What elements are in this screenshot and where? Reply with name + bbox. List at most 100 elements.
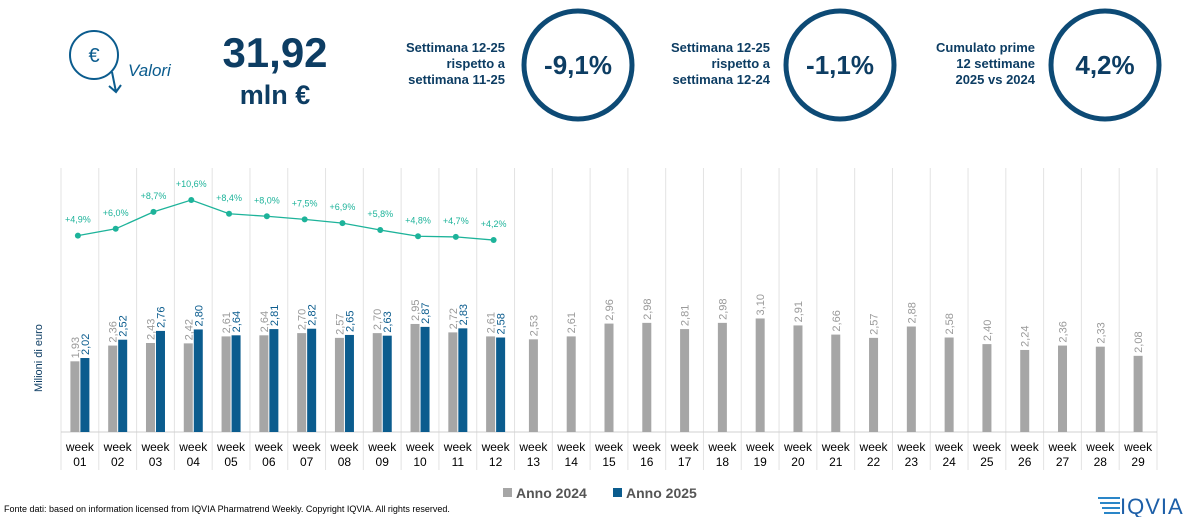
value-label: 2,88 bbox=[906, 302, 918, 323]
legend-swatch bbox=[503, 488, 512, 497]
bar bbox=[458, 328, 468, 432]
value-label: 2,02 bbox=[80, 334, 92, 355]
bar bbox=[1133, 355, 1143, 432]
bar bbox=[269, 329, 279, 432]
bar bbox=[70, 361, 80, 432]
value-label: 2,63 bbox=[382, 311, 394, 332]
value-label: 2,08 bbox=[1133, 331, 1145, 352]
bar bbox=[221, 336, 231, 432]
kpi-value: -1,1% bbox=[806, 50, 874, 80]
growth-point bbox=[452, 233, 459, 240]
x-tick-label: week 25 bbox=[972, 440, 1001, 469]
value-label: 2,95 bbox=[410, 300, 422, 321]
growth-point bbox=[74, 232, 81, 239]
total-value: 31,92 bbox=[222, 29, 327, 76]
y-axis-label: Milioni di euro bbox=[33, 324, 45, 392]
growth-label: +8,4% bbox=[216, 193, 242, 203]
kpi-label: Cumulato prime 12 settimane 2025 vs 2024 bbox=[936, 40, 1035, 87]
x-tick-label: week 15 bbox=[594, 440, 623, 469]
value-label: 2,33 bbox=[1095, 322, 1107, 343]
value-label: 2,70 bbox=[372, 309, 384, 330]
x-tick-label: week 13 bbox=[519, 440, 548, 469]
bar bbox=[307, 328, 317, 432]
value-label: 2,61 bbox=[221, 312, 233, 333]
value-label: 2,98 bbox=[717, 298, 729, 319]
bar bbox=[420, 326, 430, 432]
x-tick-label: week 06 bbox=[254, 440, 283, 469]
x-tick-label: week 12 bbox=[481, 440, 510, 469]
value-label: 2,96 bbox=[604, 299, 616, 320]
growth-label: +5,8% bbox=[367, 209, 393, 219]
bar bbox=[1058, 345, 1068, 432]
kpi-label: Settimana 12-25 rispetto a settimana 12-… bbox=[671, 40, 770, 87]
bar bbox=[448, 332, 458, 432]
value-label: 2,80 bbox=[193, 305, 205, 326]
value-label: 2,57 bbox=[869, 313, 881, 334]
x-tick-label: week 07 bbox=[292, 440, 321, 469]
growth-label: +7,5% bbox=[292, 198, 318, 208]
bar bbox=[944, 337, 954, 432]
value-label: 2,65 bbox=[344, 311, 356, 332]
x-tick-label: week 16 bbox=[632, 440, 661, 469]
value-label: 2,81 bbox=[680, 305, 692, 326]
value-label: 2,43 bbox=[145, 319, 157, 340]
x-tick-label: week 18 bbox=[708, 440, 737, 469]
bar bbox=[259, 335, 269, 432]
bar bbox=[496, 337, 506, 432]
bar bbox=[486, 336, 496, 432]
x-tick-label: week 10 bbox=[406, 440, 435, 469]
growth-point bbox=[188, 197, 195, 204]
value-label: 2,76 bbox=[155, 306, 167, 327]
bar bbox=[193, 329, 203, 432]
kpi-circle bbox=[1048, 8, 1162, 122]
growth-label: +6,0% bbox=[103, 208, 129, 218]
x-tick-label: week 01 bbox=[65, 440, 94, 469]
growth-point bbox=[150, 208, 157, 215]
value-label: 2,57 bbox=[334, 313, 346, 334]
growth-point bbox=[301, 216, 308, 223]
growth-line bbox=[77, 199, 494, 241]
x-tick-label: week 21 bbox=[821, 440, 850, 469]
value-label: 2,58 bbox=[944, 313, 956, 334]
bar bbox=[410, 323, 420, 432]
bar bbox=[297, 333, 307, 432]
icon-circle bbox=[69, 30, 119, 80]
kpi-value: 4,2% bbox=[1075, 50, 1134, 80]
bar bbox=[382, 335, 392, 432]
source: Fonte dati: based on information license… bbox=[4, 504, 450, 514]
growth-point bbox=[226, 210, 233, 217]
value-label: 2,81 bbox=[269, 305, 281, 326]
growth-point bbox=[339, 220, 346, 227]
growth-point bbox=[490, 237, 497, 244]
x-tick-label: week 11 bbox=[443, 440, 472, 469]
growth-label: +6,9% bbox=[330, 202, 356, 212]
legend-label: Anno 2024 bbox=[516, 485, 587, 501]
bar bbox=[680, 329, 690, 432]
value-label: 2,83 bbox=[458, 304, 470, 325]
growth-label: +10,6% bbox=[176, 179, 207, 189]
value-label: 1,93 bbox=[70, 337, 82, 358]
x-tick-label: week 17 bbox=[670, 440, 699, 469]
bar bbox=[604, 323, 614, 432]
growth-label: +8,7% bbox=[141, 191, 167, 201]
total-unit: mln € bbox=[240, 80, 311, 110]
kpi-value: -9,1% bbox=[544, 50, 612, 80]
kpi-circle bbox=[783, 8, 897, 122]
growth-label: +4,7% bbox=[443, 216, 469, 226]
value-label: 2,64 bbox=[259, 311, 271, 332]
bar bbox=[344, 334, 354, 432]
icon-euro: € bbox=[88, 45, 99, 67]
kpi-label: Settimana 12-25 rispetto a settimana 11-… bbox=[406, 40, 505, 87]
bar bbox=[642, 322, 652, 432]
bar bbox=[80, 358, 90, 432]
bar bbox=[118, 339, 128, 432]
growth-label: +4,9% bbox=[65, 215, 91, 225]
bar bbox=[982, 344, 992, 432]
bar bbox=[566, 336, 576, 432]
legend-label: Anno 2025 bbox=[626, 485, 697, 501]
value-label: 2,70 bbox=[297, 309, 309, 330]
bar bbox=[831, 334, 841, 432]
bar bbox=[793, 325, 803, 432]
bar bbox=[755, 318, 765, 432]
